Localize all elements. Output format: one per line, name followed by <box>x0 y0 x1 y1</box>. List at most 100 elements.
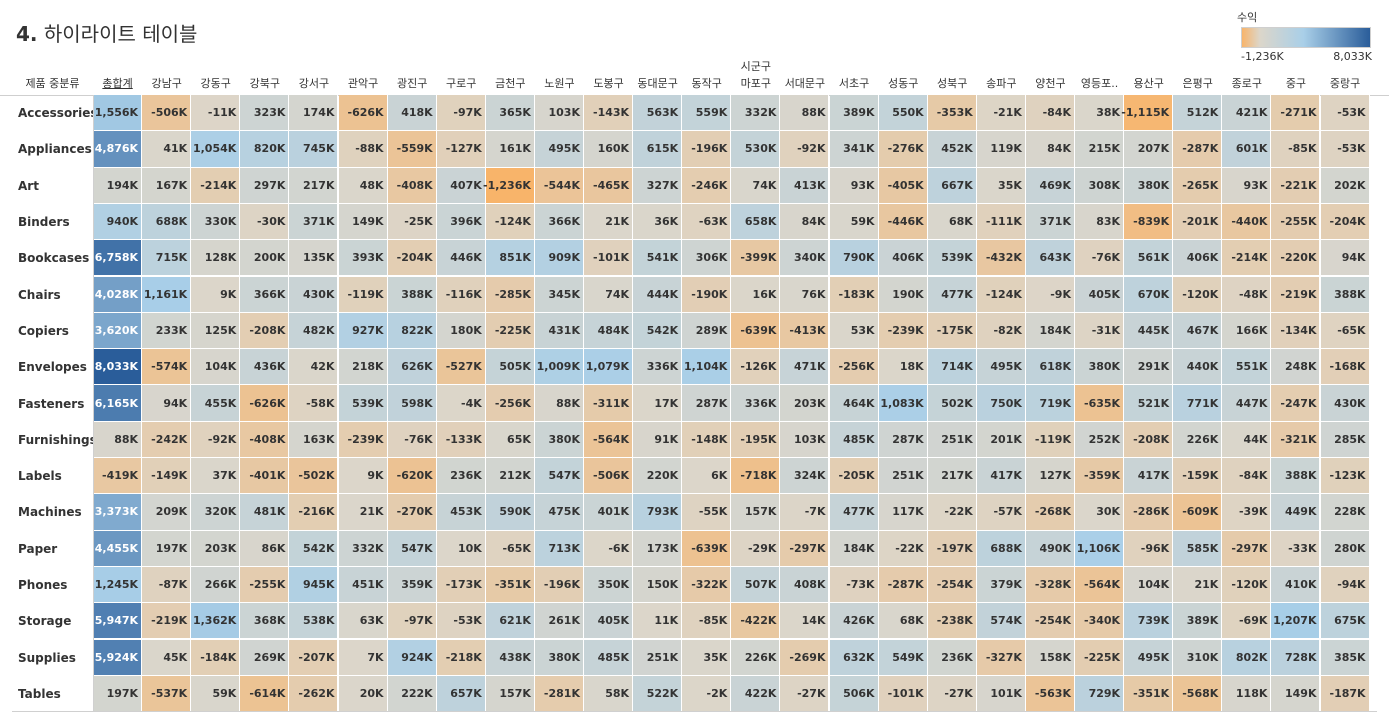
table-cell[interactable]: 585K <box>1173 530 1223 567</box>
column-header-15[interactable]: 서대문구 <box>784 77 826 90</box>
row-header-fasteners[interactable]: Fasteners <box>18 396 85 411</box>
table-cell[interactable]: -205K <box>829 458 879 495</box>
table-cell[interactable]: -281K <box>534 675 584 713</box>
table-cell[interactable]: -88K <box>338 131 388 168</box>
table-cell[interactable]: 406K <box>1173 240 1223 277</box>
table-cell[interactable]: 452K <box>927 131 977 168</box>
table-cell[interactable]: -286K <box>1124 494 1174 531</box>
table-cell[interactable]: -120K <box>1173 276 1223 313</box>
table-cell[interactable]: 421K <box>1222 95 1272 132</box>
table-cell[interactable]: 18K <box>878 349 928 386</box>
table-cell[interactable]: 1,161K <box>142 276 192 313</box>
table-cell[interactable]: 475K <box>534 494 584 531</box>
table-cell[interactable]: 280K <box>1320 530 1370 567</box>
table-cell[interactable]: -254K <box>1025 603 1075 640</box>
table-cell[interactable]: -568K <box>1173 675 1223 713</box>
table-cell[interactable]: 618K <box>1025 349 1075 386</box>
table-cell[interactable]: 21K <box>584 203 634 241</box>
table-cell[interactable]: 615K <box>633 131 683 168</box>
table-cell[interactable]: 385K <box>1320 639 1370 676</box>
table-cell[interactable]: 101K <box>976 675 1026 713</box>
table-cell[interactable]: 388K <box>1271 458 1321 495</box>
table-cell[interactable]: 236K <box>436 458 486 495</box>
table-cell[interactable]: 149K <box>338 203 388 241</box>
table-cell[interactable]: -85K <box>1271 131 1321 168</box>
table-cell[interactable]: 83K <box>1075 203 1125 241</box>
table-cell[interactable]: 84K <box>1025 131 1075 168</box>
table-cell[interactable]: 522K <box>633 675 683 713</box>
table-cell[interactable]: 251K <box>633 639 683 676</box>
table-cell[interactable]: -92K <box>780 131 830 168</box>
table-cell[interactable]: 287K <box>878 421 928 458</box>
table-cell[interactable]: 469K <box>1025 167 1075 204</box>
table-cell[interactable]: -255K <box>1271 203 1321 241</box>
table-cell[interactable]: -175K <box>927 312 977 350</box>
table-cell[interactable]: -238K <box>927 603 977 640</box>
table-cell[interactable]: 366K <box>240 276 290 313</box>
table-cell[interactable]: 547K <box>534 458 584 495</box>
table-cell[interactable]: -262K <box>289 675 339 713</box>
table-cell[interactable]: -446K <box>878 203 928 241</box>
table-cell[interactable]: 729K <box>1075 675 1125 713</box>
table-cell[interactable]: 1,106K <box>1075 530 1125 567</box>
table-cell[interactable]: 512K <box>1173 95 1223 132</box>
column-header-13[interactable]: 동작구 <box>691 77 722 90</box>
table-cell[interactable]: 658K <box>731 203 781 241</box>
table-cell[interactable]: 157K <box>731 494 781 531</box>
table-cell[interactable]: 119K <box>976 131 1026 168</box>
table-cell[interactable]: 252K <box>1075 421 1125 458</box>
table-cell[interactable]: 285K <box>1320 421 1370 458</box>
table-cell[interactable]: 495K <box>976 349 1026 386</box>
table-cell[interactable]: 212K <box>485 458 535 495</box>
table-cell[interactable]: 74K <box>584 276 634 313</box>
table-cell[interactable]: -287K <box>878 566 928 604</box>
table-cell[interactable]: 59K <box>829 203 879 241</box>
table-cell[interactable]: 117K <box>878 494 928 531</box>
table-cell[interactable]: 6K <box>682 458 732 495</box>
table-cell[interactable]: -84K <box>1025 95 1075 132</box>
table-cell[interactable]: 86K <box>240 530 290 567</box>
table-cell[interactable]: 539K <box>338 385 388 422</box>
table-cell[interactable]: -149K <box>142 458 192 495</box>
table-cell[interactable]: 542K <box>289 530 339 567</box>
table-cell[interactable]: -123K <box>1320 458 1370 495</box>
column-header-2[interactable]: 강남구 <box>151 77 182 90</box>
table-cell[interactable]: -204K <box>1320 203 1370 241</box>
table-cell[interactable]: 310K <box>1173 639 1223 676</box>
table-cell[interactable]: 76K <box>780 276 830 313</box>
table-cell[interactable]: 11K <box>633 603 683 640</box>
table-cell[interactable]: 88K <box>534 385 584 422</box>
table-cell[interactable]: -208K <box>240 312 290 350</box>
table-cell[interactable]: -53K <box>436 603 486 640</box>
table-cell[interactable]: 203K <box>780 385 830 422</box>
table-cell[interactable]: 538K <box>289 603 339 640</box>
column-header-10[interactable]: 노원구 <box>544 77 575 90</box>
table-cell[interactable]: -116K <box>436 276 486 313</box>
table-cell[interactable]: 388K <box>1320 276 1370 313</box>
table-cell[interactable]: 688K <box>142 203 192 241</box>
table-cell[interactable]: -119K <box>338 276 388 313</box>
table-cell[interactable]: 790K <box>829 240 879 277</box>
row-header-storage[interactable]: Storage <box>18 614 72 629</box>
table-cell[interactable]: 417K <box>976 458 1026 495</box>
table-cell[interactable]: 38K <box>1075 95 1125 132</box>
table-cell[interactable]: 490K <box>1025 530 1075 567</box>
table-cell[interactable]: 68K <box>878 603 928 640</box>
table-cell[interactable]: 184K <box>829 530 879 567</box>
table-cell[interactable]: 190K <box>878 276 928 313</box>
table-cell[interactable]: -33K <box>1271 530 1321 567</box>
table-cell[interactable]: -506K <box>142 95 192 132</box>
table-cell[interactable]: 418K <box>387 95 437 132</box>
table-cell[interactable]: 505K <box>485 349 535 386</box>
column-header-23[interactable]: 은평구 <box>1182 77 1213 90</box>
table-cell[interactable]: -287K <box>1173 131 1223 168</box>
table-cell[interactable]: 45K <box>142 639 192 676</box>
table-cell[interactable]: 197K <box>142 530 192 567</box>
table-cell[interactable]: 539K <box>927 240 977 277</box>
table-cell[interactable]: 541K <box>633 240 683 277</box>
table-cell[interactable]: 261K <box>534 603 584 640</box>
table-cell[interactable]: 166K <box>1222 312 1272 350</box>
table-cell[interactable]: -39K <box>1222 494 1272 531</box>
table-cell[interactable]: 444K <box>633 276 683 313</box>
row-header-furnishings[interactable]: Furnishings <box>18 432 97 447</box>
